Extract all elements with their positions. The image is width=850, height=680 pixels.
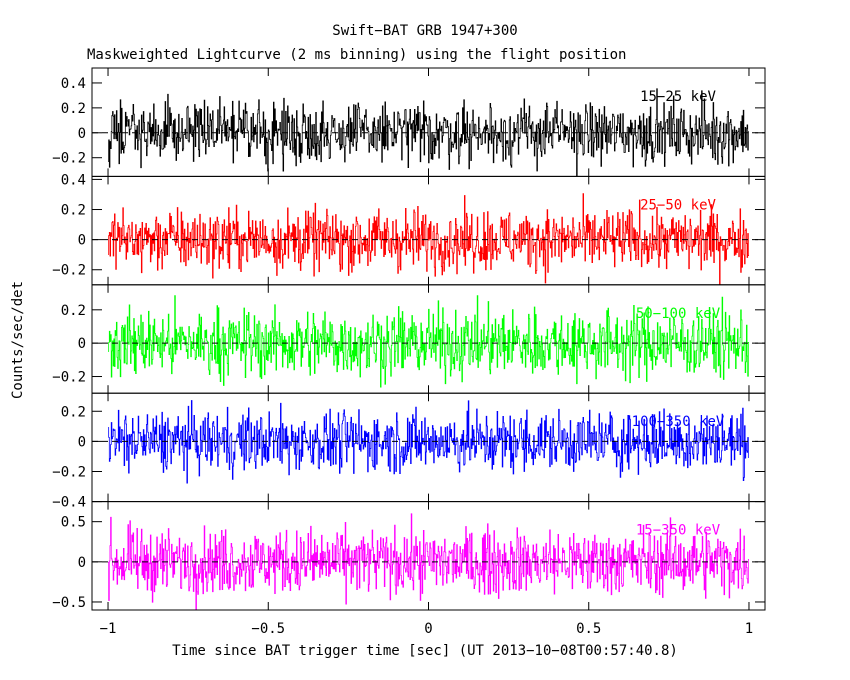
xtick-label-1: −0.5	[251, 621, 285, 637]
band-label-4: 15−350 keV	[636, 523, 721, 539]
series-line-1	[108, 193, 749, 285]
ytick-label-2-2: 0.2	[61, 303, 86, 319]
ytick-label-0-2: 0.2	[61, 101, 86, 117]
band-label-2: 50−100 keV	[636, 306, 721, 322]
chart-subtitle: Maskweighted Lightcurve (2 ms binning) u…	[87, 47, 626, 63]
ytick-label-2-0: −0.2	[52, 370, 86, 386]
band-label-3: 100−350 keV	[632, 414, 725, 430]
band-label-1: 25−50 keV	[640, 197, 716, 213]
ytick-label-0-3: 0.4	[61, 76, 86, 92]
panels: −0.2 0 0.2 0.4 15−25 keV −0.2 0 0.2 0.4 25−50 keV…	[52, 67, 766, 611]
x-axis-label: Time since BAT trigger time [sec] (UT 20…	[172, 643, 678, 659]
ytick-label-3-3: 0.2	[61, 404, 86, 420]
ytick-label-2-1: 0	[78, 336, 86, 352]
xtick-label-4: 1	[745, 621, 753, 637]
series-line-2	[108, 295, 749, 388]
ytick-label-1-3: 0.4	[61, 172, 86, 188]
series-line-0	[108, 88, 749, 177]
series-line-3	[108, 400, 749, 484]
chart-title: Swift−BAT GRB 1947+300	[332, 23, 517, 39]
ytick-label-3-1: −0.2	[52, 464, 86, 480]
band-label-0: 15−25 keV	[640, 89, 716, 105]
xtick-label-3: 0.5	[576, 621, 601, 637]
series-line-4	[108, 513, 749, 611]
panel-4: −0.5 0 0.5 15−350 keV	[52, 501, 766, 611]
ytick-label-1-0: −0.2	[52, 263, 86, 279]
y-axis-label: Counts/sec/det	[10, 281, 26, 399]
xtick-label-0: −1	[100, 621, 117, 637]
xtick-label-2: 0	[424, 621, 432, 637]
ytick-label-0-0: −0.2	[52, 151, 86, 167]
ytick-label-3-0: −0.4	[52, 495, 86, 511]
panel-3: −0.4 −0.2 0 0.2 100−350 keV	[52, 392, 766, 511]
ytick-label-3-2: 0	[78, 434, 86, 450]
ytick-label-4-1: 0	[78, 555, 86, 571]
panel-2: −0.2 0 0.2 50−100 keV	[52, 284, 766, 394]
ytick-label-0-1: 0	[78, 126, 86, 142]
ytick-label-4-0: −0.5	[52, 595, 86, 611]
x-axis: −1 −0.5 0 0.5 1	[100, 621, 754, 637]
ytick-label-1-2: 0.2	[61, 203, 86, 219]
panel-1: −0.2 0 0.2 0.4 25−50 keV	[52, 172, 766, 286]
ytick-label-1-1: 0	[78, 233, 86, 249]
ytick-label-4-2: 0.5	[61, 515, 86, 531]
panel-0: −0.2 0 0.2 0.4 15−25 keV	[52, 67, 766, 177]
